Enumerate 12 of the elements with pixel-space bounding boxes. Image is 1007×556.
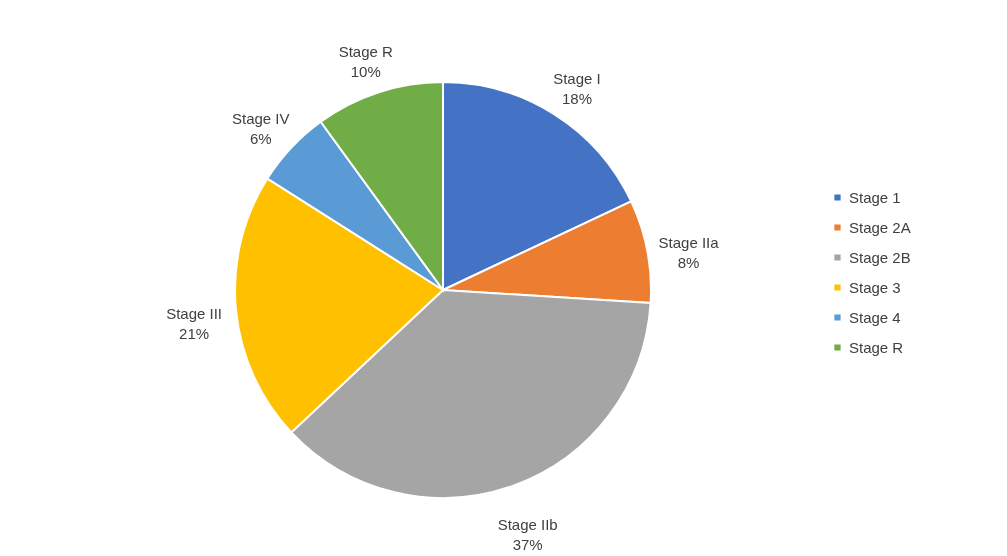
legend-label: Stage 1 <box>849 188 901 206</box>
data-label: Stage III 21% <box>166 304 223 342</box>
data-label: Stage R 10% <box>338 43 394 81</box>
legend-label: Stage 4 <box>849 308 901 326</box>
data-label: Stage IIa 8% <box>658 234 720 272</box>
data-label: Stage IV 6% <box>231 109 290 147</box>
data-label: Stage IIb 37% <box>497 516 558 554</box>
legend-label: Stage 2B <box>849 248 911 266</box>
legend-label: Stage 2A <box>849 218 911 236</box>
legend-label: Stage R <box>849 338 904 356</box>
data-label: Stage I 18% <box>553 69 601 107</box>
legend-label: Stage 3 <box>849 278 901 296</box>
